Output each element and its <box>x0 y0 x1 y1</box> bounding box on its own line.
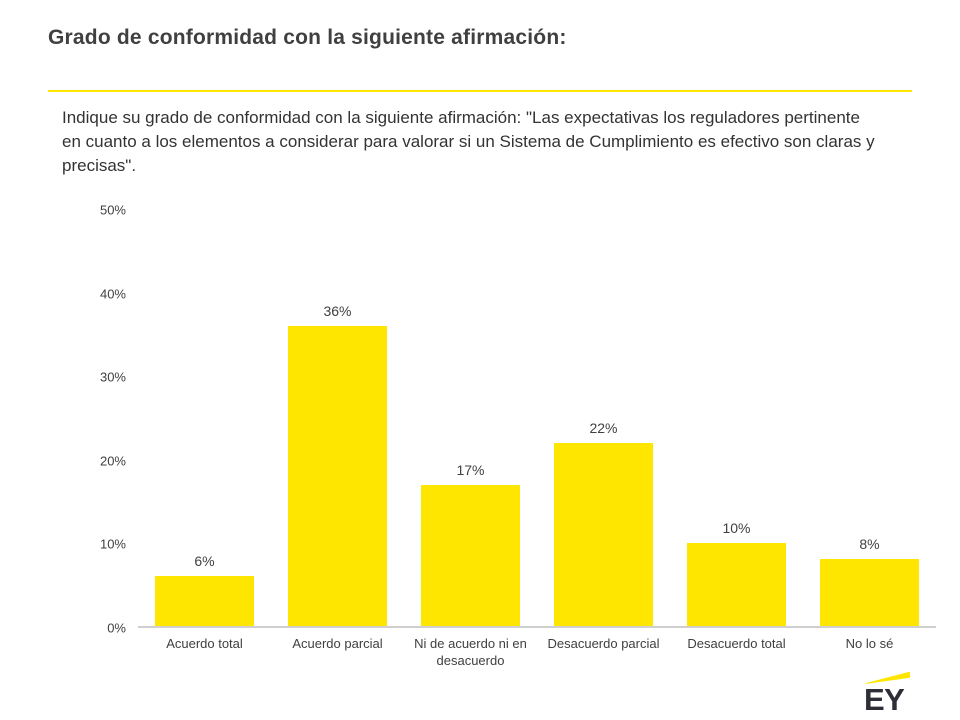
x-category-label: Desacuerdo total <box>687 636 786 651</box>
y-tick-label: 30% <box>99 369 126 385</box>
y-tick-label: 20% <box>99 453 126 469</box>
x-category-label: No lo sé <box>845 636 894 651</box>
x-category-label: Acuerdo parcial <box>292 636 383 651</box>
x-category-label: Ni de acuerdo ni en desacuerdo <box>414 636 527 668</box>
bar <box>155 576 254 626</box>
bar <box>421 484 520 626</box>
bar-value-label: 10% <box>722 519 751 536</box>
title-divider <box>48 90 912 92</box>
bar-group: 8% <box>803 210 936 626</box>
y-tick-label: 40% <box>99 286 126 302</box>
question-text: Indique su grado de conformidad con la s… <box>62 108 875 176</box>
page-title: Grado de conformidad con la siguiente af… <box>48 26 567 49</box>
bar-group: 22% <box>537 210 670 626</box>
bar-chart: 50% 40% 30% 20% 10% 0% 6% 36% 17% 22% 10% 8% Acuer… <box>48 203 936 670</box>
bar-value-label: 22% <box>589 419 618 436</box>
x-category-label: Desacuerdo parcial <box>547 636 660 651</box>
bar <box>687 542 786 626</box>
bar-value-label: 17% <box>456 461 485 478</box>
plot-area: 6% 36% 17% 22% 10% 8% <box>138 210 936 628</box>
bar-group: 10% <box>670 210 803 626</box>
bar-value-label: 6% <box>194 553 215 570</box>
x-axis-labels: Acuerdo total Acuerdo parcial Ni de acuerd… <box>138 636 936 670</box>
y-tick-label: 50% <box>99 202 126 218</box>
x-category-label: Acuerdo total <box>166 636 243 651</box>
y-tick-label: 0% <box>107 620 126 636</box>
y-tick-label: 10% <box>99 536 126 552</box>
bar <box>554 442 653 626</box>
bar <box>820 559 919 626</box>
ey-logo: EY <box>864 671 912 717</box>
bar-value-label: 36% <box>323 303 352 320</box>
bar-group: 6% <box>138 210 271 626</box>
bar-group: 17% <box>404 210 537 626</box>
bar-value-label: 8% <box>859 536 880 553</box>
bar-group: 36% <box>271 210 404 626</box>
ey-logo-text: EY <box>864 681 905 717</box>
plot-wrap: 6% 36% 17% 22% 10% 8% Acuerdo total Acuerdo pa… <box>138 210 936 670</box>
bar <box>288 326 387 626</box>
y-axis: 50% 40% 30% 20% 10% 0% <box>48 203 138 636</box>
